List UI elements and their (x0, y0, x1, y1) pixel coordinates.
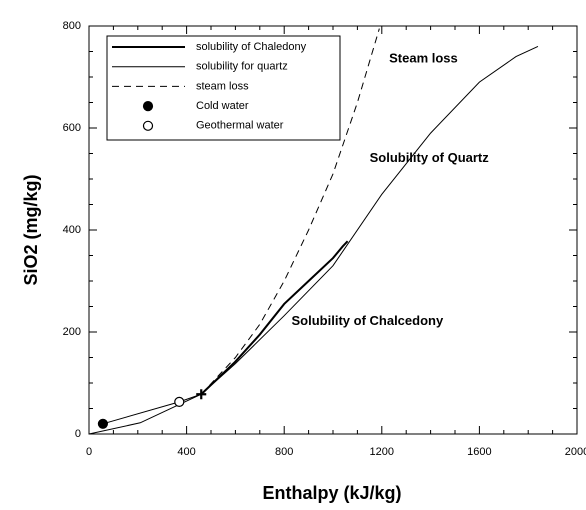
y-tick-label: 800 (63, 20, 81, 32)
y-tick-label: 600 (63, 122, 81, 134)
data-point (174, 396, 185, 407)
x-tick-label: 400 (177, 446, 195, 458)
annotation: Solubility of Quartz (370, 150, 490, 165)
legend-swatch (142, 120, 154, 131)
series-line (200, 28, 380, 395)
legend-label: solubility of Chaledony (196, 41, 307, 53)
legend-label: Cold water (196, 100, 249, 112)
data-point (97, 418, 109, 429)
y-tick-label: 200 (63, 326, 81, 338)
plus-marker (196, 389, 207, 400)
x-axis-label: Enthalpy (kJ/kg) (262, 483, 401, 503)
legend-label: solubility for quartz (196, 61, 288, 73)
x-tick-label: 800 (275, 446, 293, 458)
series-line (200, 240, 349, 395)
x-tick-label: 1600 (467, 446, 491, 458)
y-tick-label: 400 (63, 224, 81, 236)
annotation: Solubility of Chalcedony (292, 313, 444, 328)
mixing-line (102, 393, 202, 425)
legend-label: Geothermal water (196, 120, 284, 132)
x-tick-label: 0 (86, 446, 92, 458)
annotation: Steam loss (389, 51, 458, 66)
legend-label: steam loss (196, 80, 249, 92)
y-axis-label: SiO2 (mg/kg) (21, 174, 41, 285)
y-tick-label: 0 (75, 428, 81, 440)
legend-swatch (142, 100, 154, 112)
x-tick-label: 1200 (370, 446, 394, 458)
